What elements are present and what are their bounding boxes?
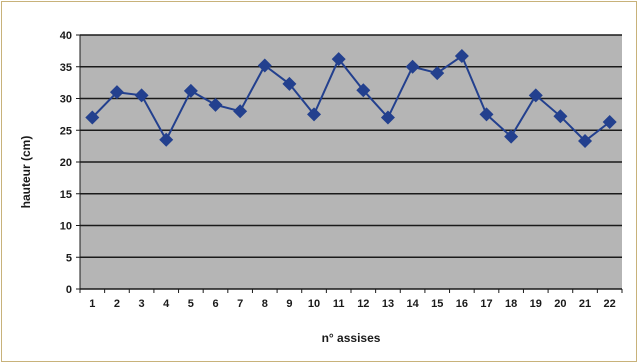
x-tick-label: 22 xyxy=(604,298,616,310)
y-tick-label: 5 xyxy=(66,252,72,264)
x-tick-label: 11 xyxy=(333,298,345,310)
data-point-marker xyxy=(159,132,174,147)
data-point-marker xyxy=(183,83,198,98)
x-tick-label: 17 xyxy=(480,298,492,310)
series-markers xyxy=(85,48,617,149)
series-line xyxy=(91,54,611,143)
data-point-marker xyxy=(504,129,519,144)
data-point-marker xyxy=(405,59,420,74)
x-tick-label: 15 xyxy=(431,298,443,310)
x-axis-title: n° assises xyxy=(322,331,381,345)
data-point-marker xyxy=(578,134,593,149)
data-point-marker xyxy=(233,104,248,119)
data-point-marker xyxy=(602,114,617,129)
x-tick-label: 16 xyxy=(456,298,468,310)
x-tick-label: 10 xyxy=(308,298,320,310)
x-tick-label: 4 xyxy=(163,298,170,310)
y-axis-ticks: 0 5 10 15 20 25 30 35 40 xyxy=(60,30,80,296)
x-tick-label: 3 xyxy=(139,298,145,310)
y-tick-label: 35 xyxy=(60,62,72,74)
y-tick-label: 10 xyxy=(60,221,72,233)
data-point-marker xyxy=(479,107,494,122)
x-tick-label: 20 xyxy=(554,298,566,310)
y-tick-label: 15 xyxy=(60,189,72,201)
x-tick-label: 12 xyxy=(357,298,369,310)
data-point-marker xyxy=(109,85,124,100)
y-tick-label: 20 xyxy=(60,157,72,169)
data-point-marker xyxy=(454,48,469,63)
data-point-marker xyxy=(553,109,568,124)
x-tick-label: 6 xyxy=(212,298,218,310)
y-tick-label: 25 xyxy=(60,125,72,137)
data-point-marker xyxy=(528,88,543,103)
data-point-marker xyxy=(134,88,149,103)
x-tick-label: 13 xyxy=(382,298,394,310)
y-tick-label: 0 xyxy=(66,284,72,296)
x-tick-label: 19 xyxy=(530,298,542,310)
data-point-marker xyxy=(307,107,322,122)
x-tick-label: 9 xyxy=(286,298,292,310)
data-point-marker xyxy=(257,58,272,73)
data-point-marker xyxy=(282,76,297,91)
x-tick-label: 18 xyxy=(505,298,517,310)
x-tick-label: 21 xyxy=(579,298,591,310)
gridlines xyxy=(80,34,622,258)
y-tick-label: 40 xyxy=(60,30,72,42)
y-tick-label: 30 xyxy=(60,94,72,106)
x-tick-label: 1 xyxy=(89,298,95,310)
data-point-marker xyxy=(430,66,445,81)
data-point-marker xyxy=(85,110,100,125)
x-axis-ticks: 1 2 3 4 5 6 7 8 9 10 11 12 13 14 15 16 17 18 19 20 21 22 xyxy=(79,289,623,310)
data-point-marker xyxy=(380,110,395,125)
x-tick-label: 14 xyxy=(406,298,419,310)
y-axis-title: hauteur (cm) xyxy=(19,136,33,209)
x-tick-label: 5 xyxy=(188,298,194,310)
x-tick-label: 7 xyxy=(237,298,243,310)
data-point-marker xyxy=(356,83,371,98)
data-point-marker xyxy=(208,97,223,112)
x-tick-label: 2 xyxy=(114,298,120,310)
data-point-marker xyxy=(331,52,346,67)
x-tick-label: 8 xyxy=(262,298,268,310)
